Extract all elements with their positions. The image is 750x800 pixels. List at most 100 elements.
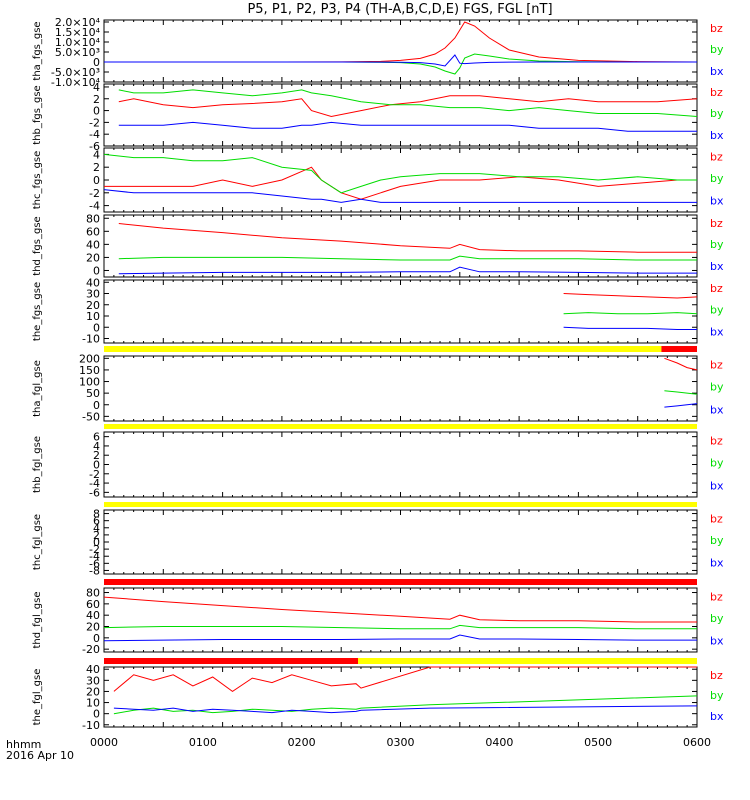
y-tick-label: 60 [86, 598, 100, 611]
legend-bz: bz [710, 669, 723, 682]
y-tick-label: 40 [86, 663, 100, 676]
panel-ylabel: thc_fgs_gse [32, 151, 43, 210]
legend-bx: bx [710, 129, 724, 142]
y-tick-label: -1.0×10⁴ [51, 76, 101, 89]
y-tick-label: 100 [79, 376, 100, 389]
x-tick-label: 0400 [485, 736, 513, 749]
y-tick-label: 40 [86, 276, 100, 289]
legend-bz: bz [710, 512, 723, 525]
y-tick-label: 150 [79, 364, 100, 377]
legend-bz: bz [710, 358, 723, 371]
legend-bx: bx [710, 634, 724, 647]
y-tick-label: 2 [93, 449, 100, 462]
series-by-line [103, 153, 697, 194]
legend-bz: bz [710, 217, 723, 230]
series-by-line [118, 89, 698, 117]
legend-by: by [710, 612, 724, 625]
y-tick-label: -4 [89, 200, 100, 213]
panel-ylabel: thb_fgl_gse [32, 436, 43, 493]
y-tick-label: -6 [89, 140, 100, 153]
y-tick-label: -2 [89, 116, 100, 129]
panel-ylabel: thd_fgl_gse [32, 592, 43, 649]
status-bar-yellow [104, 502, 697, 507]
x-tick-label: 0500 [584, 736, 612, 749]
y-tick-label: 6 [93, 515, 100, 528]
status-bars-group [104, 346, 697, 664]
plot-title: P5, P1, P2, P3, P4 (TH-A,B,C,D,E) FGS, F… [247, 2, 552, 17]
y-tick-label: -10 [82, 719, 100, 732]
panel-frame [103, 509, 698, 575]
y-tick-label: 10 [86, 697, 100, 710]
status-bar-yellow [104, 424, 697, 429]
y-tick-label: -4 [89, 128, 100, 141]
series-by-line [118, 255, 697, 261]
y-tick-label: 50 [86, 387, 100, 400]
legend-bz: bz [710, 86, 723, 99]
time-axis: 0000 0100 0200 0300 0400 0500 0600 [90, 736, 711, 749]
y-tick-label: -2 [89, 468, 100, 481]
y-tick-label: 20 [86, 621, 100, 634]
y-tick-label: 60 [86, 225, 100, 238]
series-by-line [103, 624, 697, 630]
status-bar-red [104, 579, 697, 585]
legend-by: by [710, 172, 724, 185]
y-tick-label: 0 [93, 105, 100, 118]
y-tick-label: -8 [89, 564, 100, 577]
y-tick-label: 0 [93, 399, 100, 412]
y-tick-label: 1.0×10⁴ [55, 36, 101, 49]
legend-by: by [710, 689, 724, 702]
series-bz-line [104, 166, 697, 200]
y-tick-label: 40 [86, 609, 100, 622]
series-bx-line [118, 121, 697, 132]
panel-frame [103, 355, 698, 422]
legend-bx: bx [710, 326, 724, 339]
panel-frame [103, 587, 698, 653]
legend-bx: bx [710, 194, 724, 207]
series-bx-line [103, 189, 697, 203]
y-tick-label: 80 [86, 212, 100, 225]
panel-2: 420-2-4-6 thb_fgs_gse bz by bx [32, 81, 724, 153]
panel-frame [103, 431, 698, 498]
panel-3: 420-2-4 thc_fgs_gse bz by bx [32, 147, 724, 213]
legend-by: by [710, 381, 724, 394]
y-tick-label: -4 [89, 477, 100, 490]
panel-ylabel: thd_fgs_gse [32, 216, 43, 275]
y-tick-label: -2 [89, 187, 100, 200]
y-tick-label: 0 [93, 708, 100, 721]
y-tick-label: 0 [93, 632, 100, 645]
legend-by: by [710, 107, 724, 120]
series-bz-line [118, 95, 698, 118]
y-tick-label: 40 [86, 238, 100, 251]
series-bx-line [104, 54, 697, 67]
y-tick-label: 1.5×10⁴ [55, 26, 101, 39]
series-bz-line [563, 293, 698, 299]
x-tick-label: 0000 [90, 736, 118, 749]
axis-footer-hhmm: hhmm [6, 738, 41, 751]
panel-ylabel: thc_fgl_gse [32, 514, 43, 570]
legend-bz: bz [710, 150, 723, 163]
legend-bz: bz [710, 590, 723, 603]
panel-ylabel: the_fgs_gse [32, 282, 43, 341]
y-tick-label: 10 [86, 310, 100, 323]
panel-ylabel: tha_fgs_gse [32, 21, 43, 80]
y-tick-label: 20 [86, 685, 100, 698]
legend-bz: bz [710, 434, 723, 447]
y-tick-label: -4 [89, 550, 100, 563]
panel-1: 2.0×10⁴1.5×10⁴1.0×10⁴5.0×10³0-5.0×10³-1.… [32, 16, 724, 89]
y-tick-label: -5.0×10³ [51, 66, 100, 79]
y-tick-label: 0 [93, 264, 100, 277]
legend-bz: bz [710, 22, 723, 35]
legend-bx: bx [710, 556, 724, 569]
series-bx-line [118, 266, 697, 275]
x-tick-label: 0300 [387, 736, 415, 749]
y-tick-label: 4 [93, 440, 100, 453]
status-bar-yellow [358, 658, 697, 664]
panel-ylabel: tha_fgl_gse [32, 360, 43, 417]
y-tick-label: -20 [82, 643, 100, 656]
series-by-line [113, 695, 698, 715]
